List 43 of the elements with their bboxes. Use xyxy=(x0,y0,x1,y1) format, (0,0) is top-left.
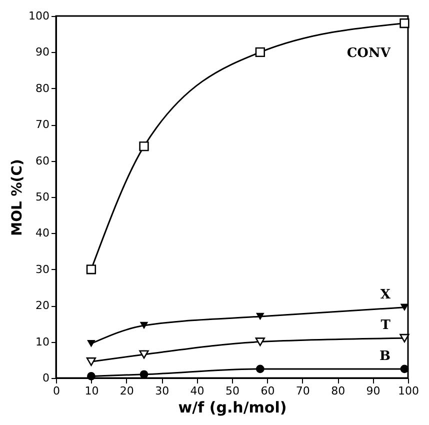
point xyxy=(139,141,149,152)
y-tick-label: 100 xyxy=(28,10,50,22)
x-tick-label: 50 xyxy=(226,384,240,398)
point xyxy=(400,18,410,28)
series-label: CONV xyxy=(346,46,392,62)
series-label: T xyxy=(380,318,391,334)
y-tick-label: 20 xyxy=(36,299,50,312)
y-tick-label: 90 xyxy=(36,46,50,59)
x-tick-label: 40 xyxy=(190,384,204,398)
x-axis-title: w/f (g.h/mol) xyxy=(178,398,287,416)
x-tick-label: 0 xyxy=(53,384,60,398)
point xyxy=(255,47,265,58)
x-tick-label: 10 xyxy=(84,384,99,398)
x-tick-label: 30 xyxy=(155,384,170,398)
y-tick-label: 70 xyxy=(36,118,50,132)
y-tick-label: 80 xyxy=(36,82,50,95)
y-tick-label: 40 xyxy=(36,226,50,240)
point xyxy=(87,340,96,348)
x-tick-label: 60 xyxy=(260,384,275,398)
x-tick-label: 90 xyxy=(366,384,380,398)
x-tick-label: 70 xyxy=(296,384,310,398)
x-tick-label: 100 xyxy=(398,384,419,398)
y-tick-label: 50 xyxy=(36,190,50,204)
series-label: B xyxy=(379,348,390,364)
series-label: X xyxy=(380,287,392,302)
point xyxy=(86,264,96,274)
point xyxy=(139,350,149,359)
x-tick-label: 20 xyxy=(120,384,134,398)
point xyxy=(400,364,409,374)
point xyxy=(140,322,148,330)
point xyxy=(400,334,410,342)
point xyxy=(256,312,264,320)
point xyxy=(87,372,96,380)
point xyxy=(400,304,409,312)
point xyxy=(255,338,265,346)
y-tick-label: 30 xyxy=(36,262,50,276)
y-axis-title: MOL %(C) xyxy=(10,159,26,236)
y-tick-label: 0 xyxy=(42,372,50,384)
y-tick-label: 60 xyxy=(36,154,50,168)
point xyxy=(86,357,96,366)
y-tick-label: 10 xyxy=(36,335,50,348)
x-tick-label: 80 xyxy=(331,384,346,398)
point xyxy=(256,364,264,374)
